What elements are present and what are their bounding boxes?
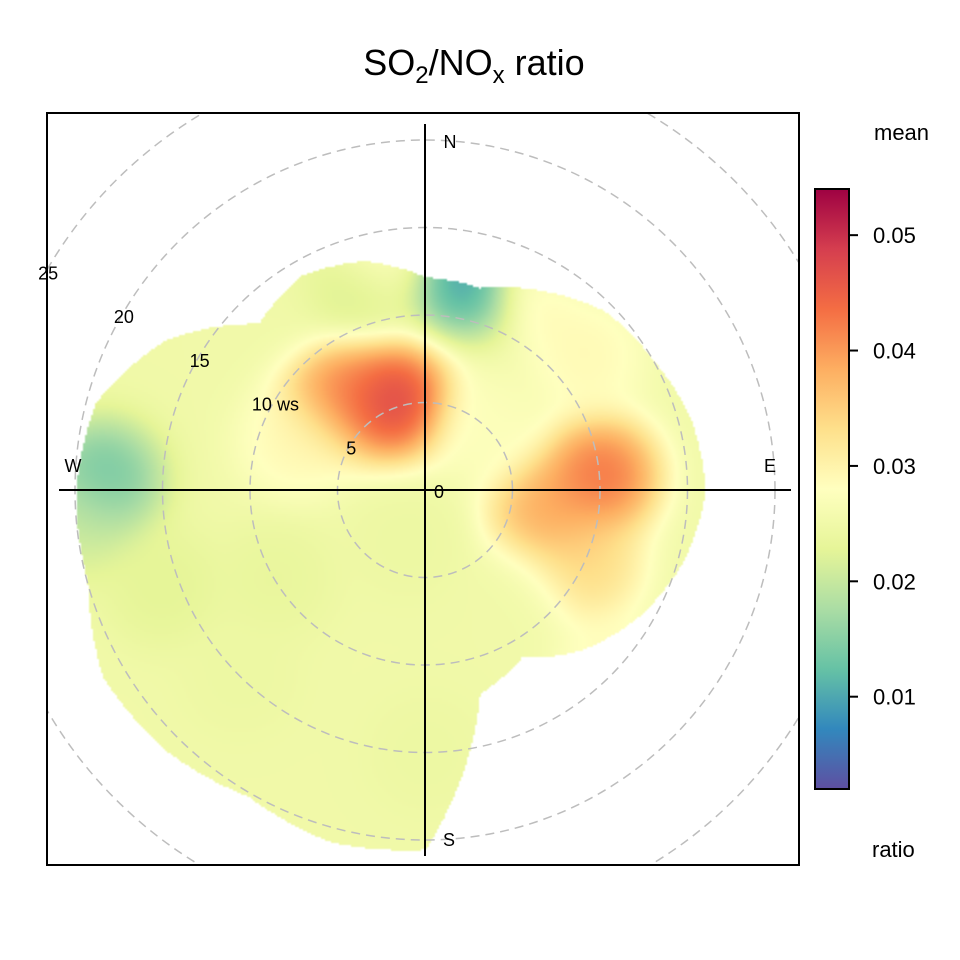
colorbar-tick-label: 0.01 [873,685,916,710]
title-part: x [493,62,505,89]
colorbar-gradient [814,188,850,790]
ws-ring-label: 0 [434,482,444,502]
colorbar-tick-label: 0.05 [873,223,916,248]
colorbar-tick-label: 0.03 [873,454,916,479]
colorbar-label: ratio [872,837,915,862]
title-part: SO [363,42,415,83]
ws-ring-label: 5 [346,438,356,458]
plot-border [46,112,800,866]
direction-label-n: N [444,132,457,152]
title-part: /NO [429,42,493,83]
chart-title: SO2/NOx ratio [363,42,584,89]
title-part: ratio [505,42,585,83]
ws-ring-label: 20 [114,307,134,327]
title-part: 2 [415,62,428,89]
ws-ring-label: 10 ws [252,395,299,415]
direction-label-s: S [443,830,455,850]
direction-label-w: W [65,456,82,476]
direction-label-e: E [764,456,776,476]
colorbar-title: mean [874,120,929,145]
wind-speed-labels: 0 5 10 ws 15 20 25 [38,263,444,502]
ws-ring-label: 15 [190,351,210,371]
colorbar-tick-label: 0.02 [873,569,916,594]
colorbar-tick-label: 0.04 [873,339,916,364]
colorbar-ticks: 0.01 0.02 0.03 0.04 0.05 [849,223,916,710]
plot-panel: 0 5 10 ws 15 20 25 N E S W [38,112,800,866]
colorbar: mean 0.01 0.02 0.03 0.04 0.05 ratio [814,120,929,862]
ws-ring-label: 25 [38,263,58,283]
